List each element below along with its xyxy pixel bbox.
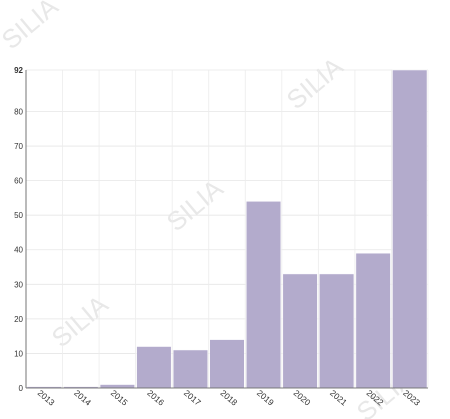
bar-2018 [209,339,245,389]
bar-2022 [355,252,391,389]
x-tick-label: 2018 [218,388,239,408]
x-tick-label: 2017 [182,388,203,408]
y-tick-label: 0 [19,384,24,393]
x-tick-label: 2019 [255,388,276,408]
bar-2020 [282,273,318,389]
x-tick-label: 2015 [109,388,130,408]
x-tick-label: 2023 [401,388,422,408]
x-tick-label: 2020 [292,388,313,408]
bars [26,69,428,389]
watermark-text: SILIA [161,173,230,237]
bar-2017 [172,349,208,389]
y-tick-label: 40 [14,246,23,255]
watermark-text: SILIA [46,289,115,353]
y-tick-label: 80 [14,107,23,116]
bar-2016 [136,346,172,389]
x-tick-label: 2014 [72,388,93,408]
x-tick-label: 2016 [145,388,166,408]
y-tick-label: 70 [14,142,23,151]
x-tick-label: 2013 [36,388,57,408]
y-tick-labels: 0 10 20 30 40 50 60 70 80 92 [14,66,23,393]
y-tick-label: 10 [14,349,23,358]
y-tick-label: 92 [14,66,23,75]
axes [25,70,428,389]
bar-2023 [392,69,428,389]
x-tick-label: 2021 [328,388,349,408]
bar-2015 [99,384,135,389]
y-tick-label: 50 [14,211,23,220]
watermark-text: SILIA [0,0,64,55]
y-tick-label: 60 [14,177,23,186]
watermark-text: SILIA [281,51,350,115]
y-tick-label: 20 [14,315,23,324]
bar-2019 [246,201,282,389]
bar-2021 [319,273,355,389]
y-tick-label: 30 [14,280,23,289]
